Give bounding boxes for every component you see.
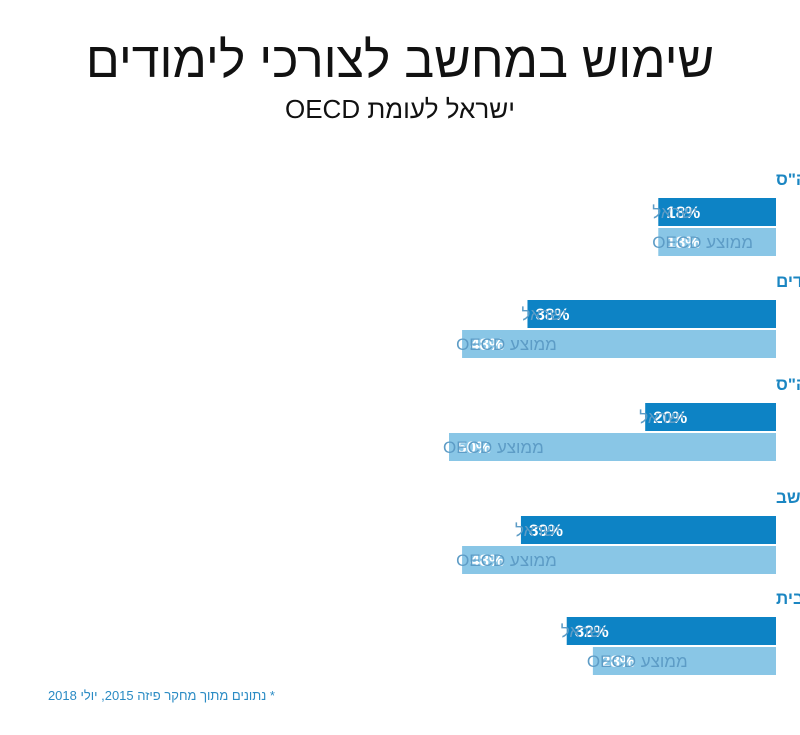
footnote: * נתונים מתוך מחקר פיזה 2015, יולי 2018 [47,688,275,703]
bar-israel [520,516,776,544]
series-label: ממוצע OECD [587,652,688,671]
bar-oecd [449,433,776,461]
bar-israel [645,403,776,431]
bar-oecd [592,647,776,675]
series-label: ממוצע OECD [456,335,557,354]
bar-israel [527,300,776,328]
value-label: 38% [535,305,569,324]
bar-oecd [658,228,776,256]
category-label: דוא"ל עם מורים/ות להגשת שיעורי בית [776,589,800,608]
series-label: ישראל [652,203,697,222]
series-label: ממוצע OECD [652,233,753,252]
value-label: 18% [666,233,700,252]
bar-israel [658,198,776,226]
category-label: הכנת שיעורי בית במחשב [776,488,800,507]
series-label: ישראל [521,305,566,324]
series-label: ממוצע OECD [443,438,544,457]
bar-oecd [462,330,776,358]
bar-israel [566,617,776,645]
value-label: 48% [470,335,504,354]
series-label: ישראל [639,408,684,427]
chart-subtitle: ישראל לעומת OECD [284,94,515,124]
category-label: השתתפות בצ'אט של ביה"ס [776,375,800,394]
series-label: ישראל [561,622,606,641]
value-label: 18% [666,203,700,222]
value-label: 20% [653,408,687,427]
category-label: גלישה באינטרנט לצורכי לימודים [776,272,800,291]
value-label: 28% [601,652,635,671]
category-label: העלאת עבודה לאתר ביה"ס [776,170,800,189]
chart-title: שימוש במחשב לצורכי לימודים [85,32,715,88]
series-label: ממוצע OECD [456,551,557,570]
bar-oecd [462,546,776,574]
series-label: ישראל [515,521,560,540]
value-label: 32% [575,622,609,641]
value-label: 50% [457,438,491,457]
value-label: 39% [529,521,563,540]
value-label: 48% [470,551,504,570]
